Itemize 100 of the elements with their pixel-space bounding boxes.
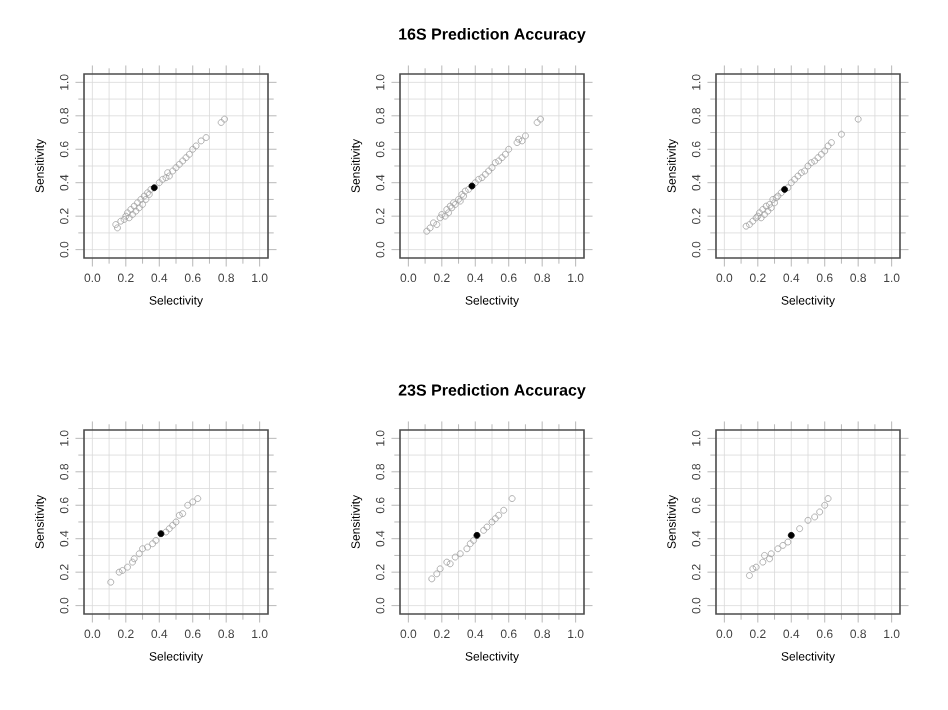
- point: [124, 209, 131, 217]
- point: [488, 518, 496, 526]
- point: [162, 174, 170, 182]
- point: [172, 164, 180, 172]
- point: [757, 214, 765, 222]
- point: [152, 536, 160, 544]
- point: [443, 558, 451, 566]
- point: [461, 187, 469, 195]
- point: [436, 565, 444, 573]
- point: [132, 207, 140, 215]
- point: [130, 555, 138, 563]
- point: [796, 525, 804, 533]
- point: [157, 530, 165, 538]
- point: [762, 202, 770, 210]
- point: [451, 553, 459, 561]
- point: [475, 175, 483, 183]
- point: [759, 206, 767, 213]
- point: [179, 157, 187, 165]
- point: [112, 221, 120, 228]
- point: [129, 211, 136, 218]
- point: [470, 536, 477, 544]
- point: [761, 552, 768, 559]
- point: [139, 545, 146, 553]
- point: [513, 139, 521, 146]
- point: [491, 159, 499, 167]
- point: [428, 575, 436, 583]
- point: [169, 167, 177, 175]
- point: [794, 172, 802, 180]
- point: [814, 154, 822, 162]
- point: [122, 212, 130, 220]
- point: [162, 528, 170, 536]
- point: [142, 196, 150, 203]
- point: [515, 135, 523, 143]
- point: [134, 199, 141, 207]
- point: [787, 179, 795, 187]
- point: [828, 139, 835, 146]
- point: [766, 555, 773, 563]
- point: [165, 525, 173, 533]
- point: [149, 540, 156, 548]
- point: [125, 214, 133, 222]
- point: [446, 560, 454, 568]
- point: [463, 545, 471, 553]
- point: [749, 217, 757, 225]
- point: [746, 221, 753, 228]
- point: [436, 214, 444, 222]
- point: [438, 211, 446, 218]
- point: [821, 501, 829, 509]
- point: [481, 170, 489, 178]
- point: [119, 567, 126, 574]
- point: [804, 162, 812, 170]
- point: [433, 221, 441, 228]
- point: [787, 531, 795, 539]
- chart-title: 23S Prediction Accuracy: [398, 383, 586, 399]
- point: [135, 550, 143, 558]
- point: [801, 167, 809, 175]
- point: [797, 169, 805, 177]
- point: [749, 565, 757, 573]
- point: [537, 115, 544, 123]
- point: [746, 572, 753, 579]
- point: [159, 175, 167, 183]
- point: [769, 196, 777, 203]
- point: [495, 511, 503, 519]
- point: [140, 192, 148, 200]
- point: [488, 164, 496, 172]
- point: [501, 150, 509, 158]
- point: [518, 137, 526, 145]
- point: [791, 175, 799, 183]
- point: [466, 540, 474, 548]
- point: [139, 201, 146, 208]
- point: [114, 224, 121, 232]
- point: [824, 142, 832, 150]
- point: [189, 498, 197, 506]
- point: [491, 515, 499, 523]
- point: [761, 211, 768, 218]
- point: [194, 495, 202, 502]
- point: [197, 137, 205, 145]
- point: [767, 204, 775, 212]
- point: [137, 196, 145, 203]
- point: [483, 523, 491, 531]
- point: [135, 204, 143, 212]
- point: [811, 513, 819, 521]
- point: [179, 510, 187, 518]
- point: [426, 224, 434, 232]
- point: [817, 150, 825, 158]
- point: [189, 145, 197, 153]
- point: [164, 169, 172, 177]
- point: [155, 179, 163, 187]
- point: [759, 558, 767, 566]
- point: [120, 216, 128, 223]
- point: [767, 550, 775, 558]
- point: [184, 501, 192, 509]
- point: [217, 119, 225, 126]
- point: [473, 531, 481, 539]
- point: [742, 222, 750, 230]
- point: [764, 207, 772, 215]
- point: [441, 212, 449, 220]
- point: [129, 558, 136, 566]
- point: [498, 154, 506, 162]
- point: [172, 518, 180, 526]
- point: [784, 538, 792, 546]
